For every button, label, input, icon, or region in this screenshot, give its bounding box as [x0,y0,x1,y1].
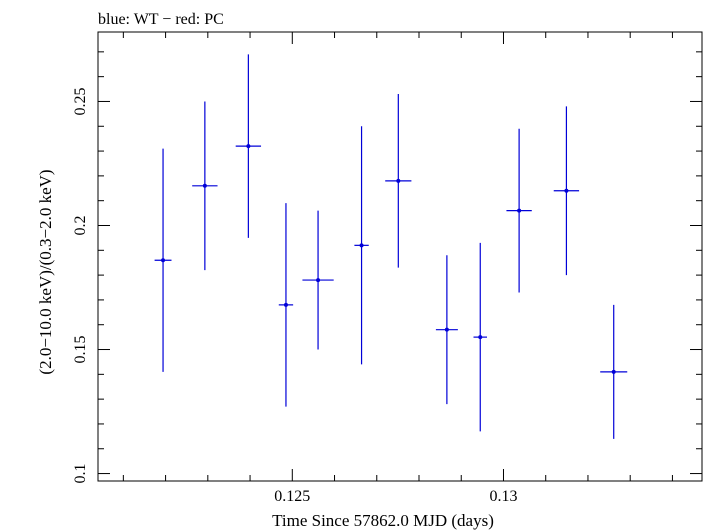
x-tick-label: 0.13 [489,488,517,505]
point-marker [161,258,166,263]
point-marker [564,188,569,193]
x-tick-label: 0.125 [274,488,310,505]
point-marker [316,278,321,283]
y-axis-label: (2.0−10.0 keV)/(0.3−2.0 keV) [36,169,55,374]
point-marker [202,183,207,188]
data-point [600,304,628,439]
point-marker [478,335,483,340]
data-point [435,255,458,405]
y-tick-label: 0.1 [72,464,89,484]
data-point [278,203,294,407]
data-point [473,242,488,432]
data-point [385,94,412,268]
data-point [354,126,369,365]
chart-title: blue: WT − red: PC [98,11,224,28]
point-marker [444,327,449,332]
data-point [302,210,334,350]
y-tick-label: 0.25 [72,87,89,115]
point-marker [246,144,251,149]
data-point [506,128,532,293]
ticks: 0.125 0.13 0.1 0.15 0.2 0.25 [72,32,702,505]
plot-frame [97,31,703,482]
point-marker [611,369,616,374]
y-tick-label: 0.2 [72,215,89,235]
point-marker [359,243,364,248]
data-point [154,148,172,372]
point-marker [283,302,288,307]
point-marker [517,208,522,213]
series-layer [154,54,628,439]
x-axis-label: Time Since 57862.0 MJD (days) [272,511,494,530]
data-point [192,101,218,271]
data-point [235,54,262,238]
data-point [553,106,580,276]
point-marker [396,178,401,183]
y-tick-label: 0.15 [72,336,89,364]
